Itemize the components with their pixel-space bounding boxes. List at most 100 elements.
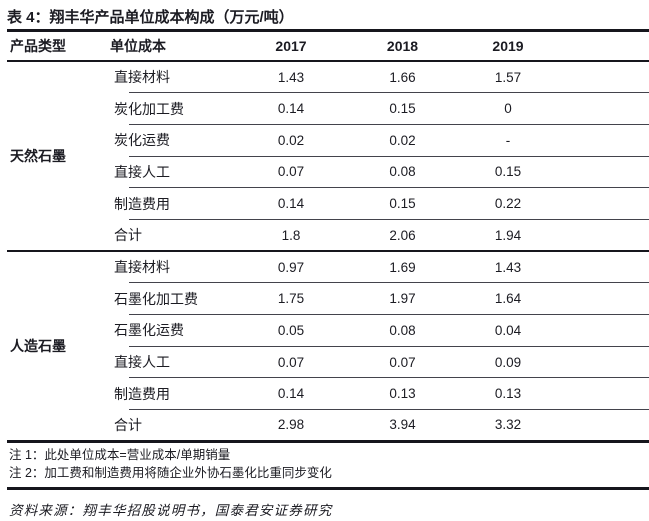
cost-value: 0.08: [346, 155, 459, 188]
cost-row: 制造费用 0.14 0.13 0.13: [7, 377, 649, 410]
cost-item-label-text: 合计: [114, 227, 142, 244]
cost-value: 0.14: [236, 187, 346, 220]
cost-value: 0.09: [459, 345, 557, 378]
cost-item-label-text: 石墨化运费: [114, 322, 184, 339]
cost-value: 0.15: [346, 92, 459, 125]
cost-value: 1.66: [389, 69, 416, 85]
cost-row: 合计 2.98 3.94 3.32: [7, 409, 649, 443]
cost-item-label: 直接材料: [114, 61, 236, 93]
cost-value: 0.13: [346, 377, 459, 410]
cost-item-label: 直接人工: [114, 345, 236, 378]
spacer-cell: [557, 251, 649, 283]
cost-item-label-text: 制造费用: [114, 195, 170, 212]
col-header-2019: 2019: [459, 32, 557, 62]
cost-item-label-text: 直接材料: [114, 69, 170, 86]
cost-value: 1.64: [459, 282, 557, 315]
cost-row: 人造石墨 直接材料 0.97 1.69 1.43: [7, 251, 649, 443]
cost-value: 0.08: [346, 314, 459, 347]
cost-value: 0.14: [236, 377, 346, 410]
cost-row: 炭化加工费 0.14 0.15 0: [7, 92, 649, 125]
spacer-cell: [557, 155, 649, 188]
source-line: 资料来源：翔丰华招股说明书，国泰君安证券研究: [9, 502, 333, 519]
cost-row: 直接人工 0.07 0.08 0.15: [7, 155, 649, 188]
cost-item-label-text: 直接材料: [114, 259, 170, 276]
cost-item-label-text: 炭化加工费: [114, 100, 184, 117]
cost-value: 1.97: [346, 282, 459, 315]
cost-item-label: 炭化运费: [114, 123, 236, 157]
col-header-product-type: 产品类型: [7, 32, 129, 62]
product-group-label: 天然石墨: [7, 61, 129, 253]
cost-item-label-text: 合计: [114, 416, 142, 433]
col-header-2017: 2017: [236, 32, 346, 62]
cost-value: 2.98: [236, 409, 346, 443]
cost-row: 天然石墨 直接材料 1.43 1.66 1.57: [7, 61, 649, 253]
cost-value: 1.43: [494, 259, 522, 275]
cost-item-label-text: 制造费用: [114, 385, 170, 402]
spacer-cell: [557, 61, 649, 93]
cost-value: 0.97: [277, 259, 305, 275]
cost-value: 0.07: [346, 345, 459, 378]
cost-value: 0.07: [236, 155, 346, 188]
note-1: 注 1：此处单位成本=营业成本/单期销量: [9, 447, 231, 462]
cost-value: 1.57: [494, 69, 522, 85]
cost-value: 1.94: [459, 218, 557, 253]
cost-item-label: 炭化加工费: [114, 92, 236, 125]
spacer-cell: [557, 218, 649, 253]
table-body: 天然石墨 直接材料 1.43 1.66 1.57 炭化加工费 0.14 0.15 0 炭化运费 0.…: [7, 61, 649, 443]
cost-item-label: 制造费用: [114, 187, 236, 220]
spacer-cell: [557, 187, 649, 220]
spacer-cell: [557, 92, 649, 125]
cost-value: 3.94: [346, 409, 459, 443]
col-header-2018: 2018: [346, 32, 459, 62]
cost-value: 0.04: [459, 314, 557, 347]
cost-value: 2.06: [346, 218, 459, 253]
cost-item-label-text: 炭化运费: [114, 132, 170, 149]
header-row: 产品类型 单位成本 2017 2018 2019: [7, 32, 649, 62]
cost-row: 炭化运费 0.02 0.02-: [7, 123, 649, 157]
cost-value: 0.05: [236, 314, 346, 347]
cost-value: 3.32: [459, 409, 557, 443]
cost-item-label-text: 直接人工: [114, 163, 170, 180]
cost-value: 1.69: [389, 259, 416, 275]
cost-item-label: 石墨化运费: [114, 314, 236, 347]
cost-row: 直接人工 0.07 0.07 0.09: [7, 345, 649, 378]
cost-value: 0: [459, 92, 557, 125]
cost-item-label: 直接人工: [114, 155, 236, 188]
cost-item-label-text: 石墨化加工费: [114, 290, 198, 307]
cost-value: -: [459, 123, 557, 157]
col-header-unit-cost: 单位成本: [110, 32, 236, 62]
header-spacer-cell: [557, 32, 649, 62]
cost-row: 石墨化运费 0.05 0.08 0.04: [7, 314, 649, 347]
cost-row: 石墨化加工费 1.75 1.97 1.64: [7, 282, 649, 315]
product-group-label: 人造石墨: [7, 251, 129, 443]
spacer-cell: [557, 123, 649, 157]
spacer-cell: [557, 345, 649, 378]
cost-value: 1.43: [277, 69, 305, 85]
cost-item-label-text: 直接人工: [114, 354, 170, 371]
cost-value: 0.02: [236, 123, 346, 157]
spacer-cell: [557, 409, 649, 443]
col-header-unit-cost-text: 单位成本: [110, 38, 166, 54]
spacer-cell: [557, 282, 649, 315]
cost-row: 制造费用 0.14 0.15 0.22: [7, 187, 649, 220]
note-2: 注 2：加工费和制造费用将随企业外协石墨化比重同步变化: [9, 466, 332, 481]
unit-cost-table: 产品类型 单位成本 2017 2018 2019 天然石墨 直接材料 1.43 1.6…: [7, 32, 649, 443]
cost-item-label: 合计: [114, 218, 236, 253]
cost-value: 0.02: [346, 123, 459, 157]
cost-value: 0.15: [346, 187, 459, 220]
cost-value: 1.8: [236, 218, 346, 253]
spacer-cell: [557, 377, 649, 410]
cost-value: 0.07: [236, 345, 346, 378]
cost-value: 0.22: [459, 187, 557, 220]
cost-item-label: 直接材料: [114, 251, 236, 283]
table-notes: 注 1：此处单位成本=营业成本/单期销量 注 2：加工费和制造费用将随企业外协石…: [7, 443, 649, 490]
cost-item-label: 石墨化加工费: [114, 282, 236, 315]
cost-value: 1.75: [236, 282, 346, 315]
cost-value: 0.15: [459, 155, 557, 188]
cost-value: 0.13: [459, 377, 557, 410]
cost-row: 合计 1.8 2.06 1.94: [7, 218, 649, 253]
cost-value: 0.14: [236, 92, 346, 125]
spacer-cell: [557, 314, 649, 347]
cost-item-label: 制造费用: [114, 377, 236, 410]
table-title: 表 4：翔丰华产品单位成本构成（万元/吨）: [7, 5, 649, 32]
